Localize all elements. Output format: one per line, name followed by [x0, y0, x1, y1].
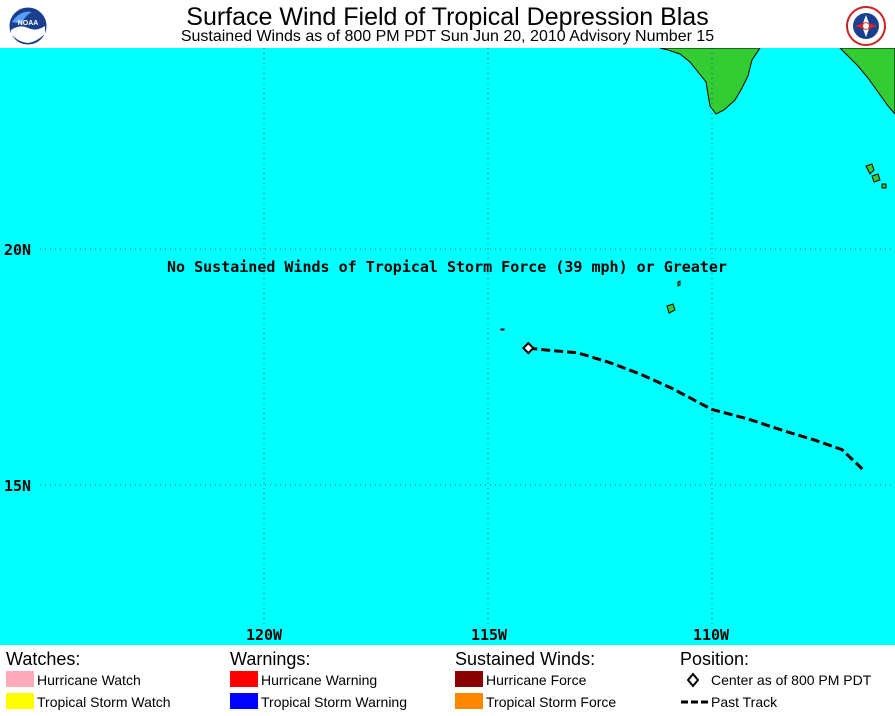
- mexico-mainland-land: [839, 48, 895, 115]
- diamond-icon: [686, 672, 700, 688]
- tropical-storm-force-label: Tropical Storm Force: [486, 694, 617, 710]
- svg-text:NOAA: NOAA: [18, 20, 39, 27]
- hurricane-warning-swatch: [230, 671, 258, 687]
- past-track: [528, 346, 866, 472]
- lat-label-20n: 20N: [4, 241, 31, 259]
- storm-center: [521, 341, 535, 355]
- legend-position-heading: Position:: [680, 649, 750, 669]
- tropical-storm-warning-swatch: [230, 693, 258, 709]
- legend-sustained-winds-heading: Sustained Winds:: [455, 649, 596, 669]
- wind-field-map: 20N 15N 120W 115W 110W No Sustained Wind…: [0, 48, 895, 645]
- tropical-storm-watch-label: Tropical Storm Watch: [37, 694, 171, 710]
- lon-label-110w: 110W: [693, 626, 730, 644]
- baja-california-land: [659, 48, 761, 115]
- tropical-storm-force-swatch: [455, 693, 483, 709]
- page-title: Surface Wind Field of Tropical Depressio…: [186, 3, 709, 31]
- isla-socorro-land: [666, 303, 676, 314]
- hurricane-warning-label: Hurricane Warning: [261, 672, 378, 688]
- past-track-line: [528, 346, 866, 472]
- dashed-line-icon: [681, 700, 709, 704]
- hurricane-force-swatch: [455, 671, 483, 687]
- tropical-storm-watch-swatch: [6, 693, 34, 709]
- lat-label-15n: 15N: [4, 477, 31, 495]
- roca-partida-land: [500, 328, 505, 331]
- legend: Watches: Hurricane Watch Tropical Storm …: [0, 645, 895, 716]
- center-position-label: Center as of 800 PM PDT: [711, 672, 872, 688]
- noaa-logo: NOAA: [8, 6, 48, 46]
- wind-message: No Sustained Winds of Tropical Storm For…: [167, 258, 727, 276]
- past-track-label: Past Track: [711, 694, 778, 710]
- lon-label-115w: 115W: [471, 626, 508, 644]
- lon-label-120w: 120W: [246, 626, 283, 644]
- hurricane-watch-label: Hurricane Watch: [37, 672, 141, 688]
- isla-san-benedicto-land: [677, 280, 681, 287]
- legend-warnings-heading: Warnings:: [230, 649, 311, 669]
- tropical-storm-warning-label: Tropical Storm Warning: [261, 694, 408, 710]
- legend-watches-heading: Watches:: [6, 649, 81, 669]
- islas-marias-land: [865, 163, 887, 189]
- storm-center-diamond: [521, 341, 535, 355]
- hurricane-force-label: Hurricane Force: [486, 672, 587, 688]
- page-subtitle: Sustained Winds as of 800 PM PDT Sun Jun…: [180, 28, 715, 45]
- hurricane-watch-swatch: [6, 671, 34, 687]
- ocean: [0, 48, 895, 645]
- national-weather-service-logo: [846, 6, 886, 46]
